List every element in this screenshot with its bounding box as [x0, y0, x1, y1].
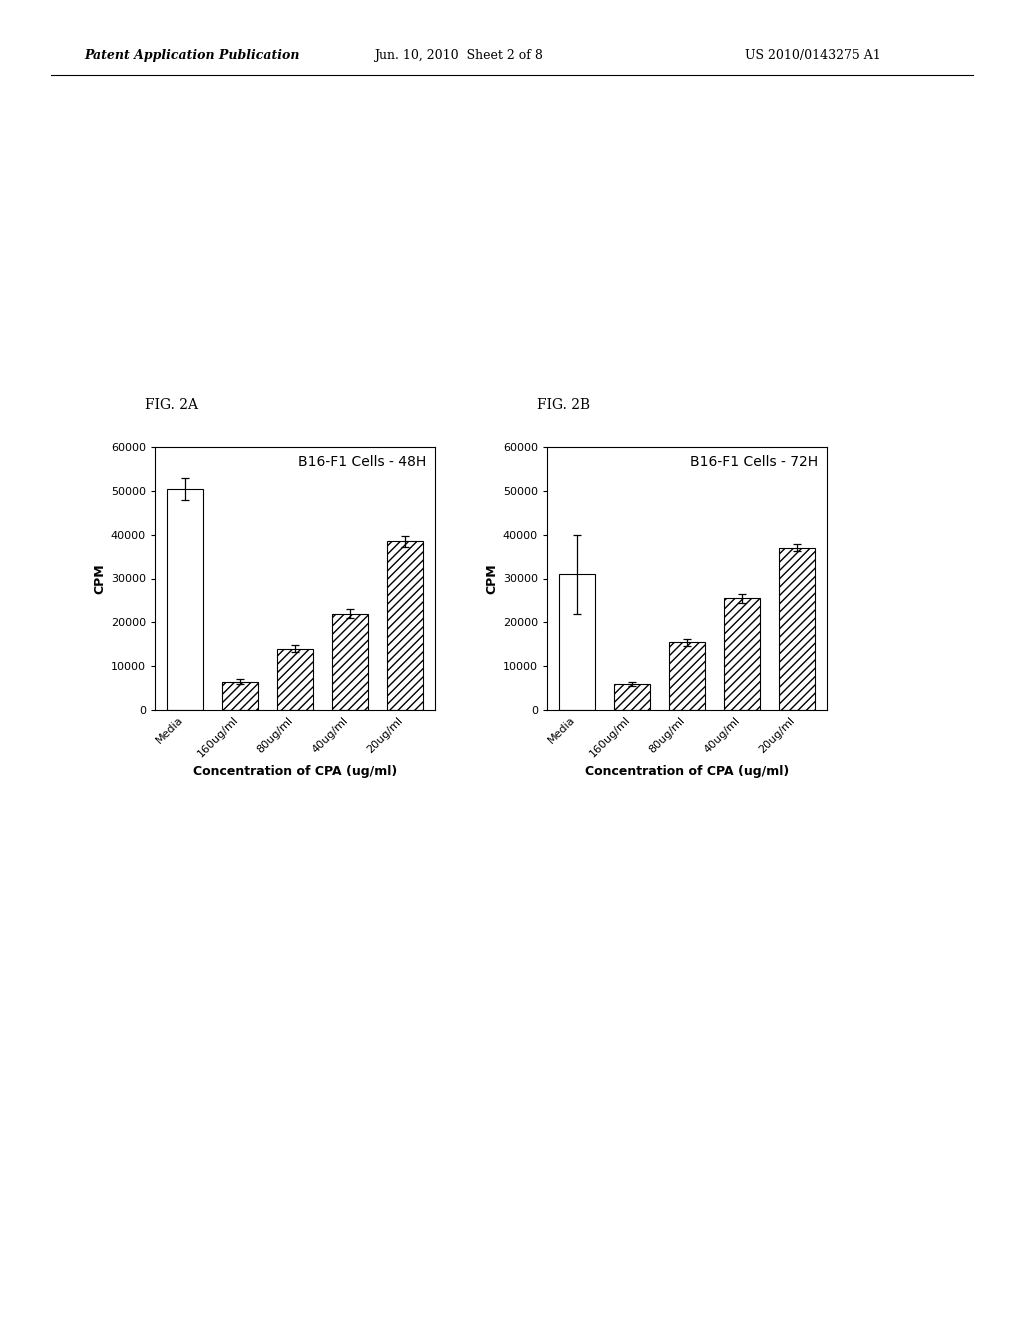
- Bar: [779, 548, 815, 710]
- Text: Jun. 10, 2010  Sheet 2 of 8: Jun. 10, 2010 Sheet 2 of 8: [374, 49, 543, 62]
- Bar: [332, 614, 368, 710]
- Bar: [724, 598, 760, 710]
- Text: B16-F1 Cells - 72H: B16-F1 Cells - 72H: [690, 455, 818, 469]
- Text: FIG. 2B: FIG. 2B: [537, 399, 590, 412]
- Bar: [387, 541, 423, 710]
- Y-axis label: CPM: CPM: [93, 564, 106, 594]
- Text: US 2010/0143275 A1: US 2010/0143275 A1: [745, 49, 882, 62]
- X-axis label: Concentration of CPA (ug/ml): Concentration of CPA (ug/ml): [193, 766, 397, 777]
- Bar: [614, 684, 650, 710]
- Bar: [278, 648, 313, 710]
- Bar: [167, 488, 203, 710]
- Text: Patent Application Publication: Patent Application Publication: [84, 49, 299, 62]
- Bar: [669, 642, 705, 710]
- Bar: [559, 574, 595, 710]
- Text: B16-F1 Cells - 48H: B16-F1 Cells - 48H: [298, 455, 427, 469]
- Text: FIG. 2A: FIG. 2A: [144, 399, 198, 412]
- X-axis label: Concentration of CPA (ug/ml): Concentration of CPA (ug/ml): [585, 766, 790, 777]
- Bar: [222, 681, 258, 710]
- Y-axis label: CPM: CPM: [485, 564, 499, 594]
